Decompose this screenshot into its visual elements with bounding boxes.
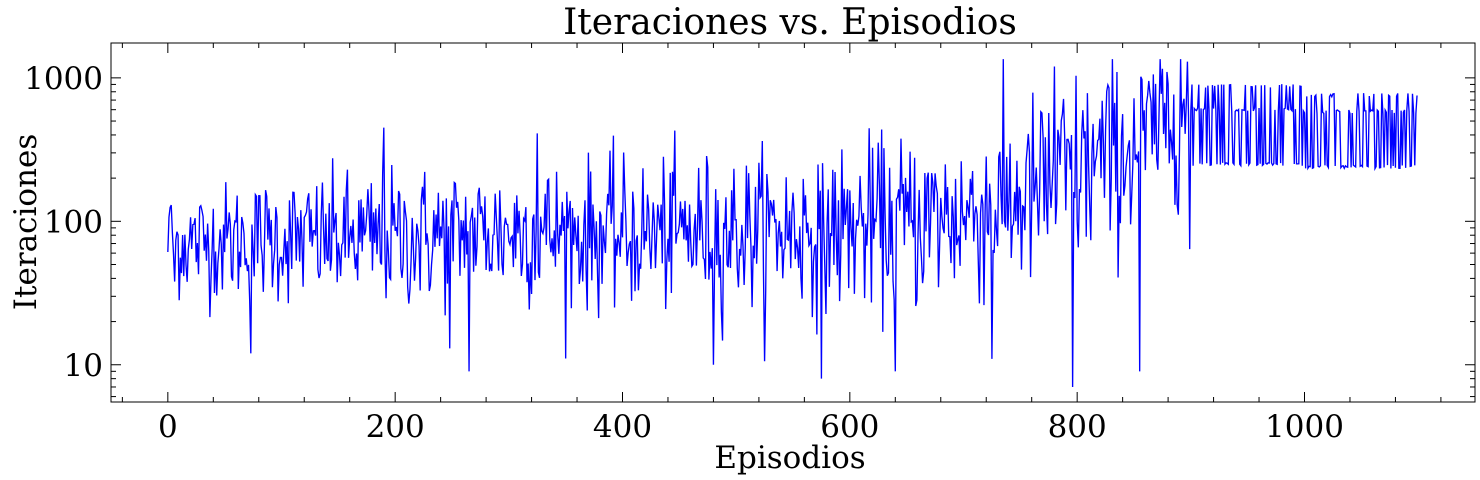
y-axis-label: Iteraciones [8, 134, 44, 311]
y-tick-label: 100 [44, 204, 103, 240]
tick-layer: 0 200 400 600 800 1000 10 100 1000 [24, 43, 1475, 445]
chart-title: Iteraciones vs. Episodios [563, 2, 1017, 43]
x-tick-label: 400 [593, 409, 652, 445]
plot-frame [110, 42, 1476, 403]
series-line [167, 59, 1418, 387]
x-tick-label: 600 [820, 409, 879, 445]
x-tick-label: 1000 [1265, 409, 1344, 445]
x-tick-label: 0 [158, 409, 178, 445]
x-axis-label: Episodios [714, 440, 865, 476]
y-tick-label: 10 [64, 348, 103, 384]
x-tick-label: 200 [366, 409, 425, 445]
x-tick-label: 800 [1048, 409, 1107, 445]
y-tick-label: 1000 [24, 61, 103, 97]
series-layer [167, 59, 1418, 387]
